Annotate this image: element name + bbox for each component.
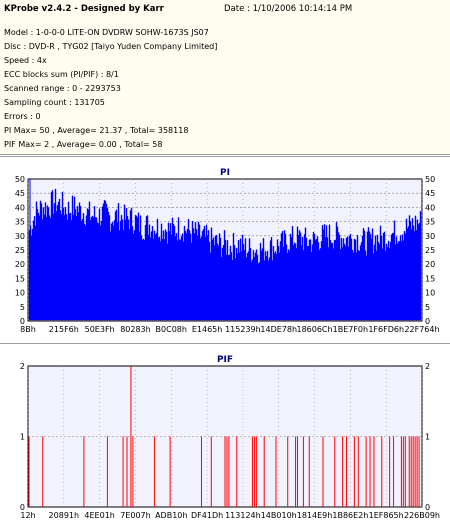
y-tick-label-left: 15 <box>15 274 25 283</box>
y-tick-label-right: 25 <box>425 246 435 255</box>
x-tick-label: 226B09h <box>404 511 440 520</box>
y-tick-label-right: 10 <box>425 289 435 298</box>
y-tick-label-right: 2 <box>425 362 430 371</box>
scan-date: Date : 1/10/2006 10:14:14 PM <box>224 4 353 14</box>
x-tick-label: 4EE01h <box>84 511 114 520</box>
x-tick-label: 80283h <box>120 325 151 334</box>
y-tick-label-left: 40 <box>15 203 25 212</box>
y-tick-label-left: 30 <box>15 232 25 241</box>
info-speed: Speed : 4x <box>4 56 47 65</box>
x-tick-label: 1F6FD6h <box>368 325 404 334</box>
info-model: Model : 1-0-0-0 LITE-ON DVDRW SOHW-1673S… <box>4 28 209 37</box>
info-sampling-count: Sampling count : 131705 <box>4 98 105 107</box>
pi-chart-panel: PI 0 0 5 5 10 10 15 15 20 20 25 25 30 30 35 35 40 40 45 45 50… <box>0 156 450 341</box>
x-tick-label: 1BE7F0h <box>333 325 368 334</box>
y-tick-label-right: 15 <box>425 274 435 283</box>
x-tick-label: 8Bh <box>20 325 36 334</box>
y-tick-label-right: 30 <box>425 232 435 241</box>
y-tick-label-right: 0 <box>425 317 430 326</box>
y-tick-label-left: 50 <box>15 175 25 184</box>
y-tick-label-left: 45 <box>15 189 25 198</box>
info-errors: Errors : 0 <box>4 112 41 121</box>
x-tick-label: E1465h <box>192 325 222 334</box>
y-tick-label-left: 20 <box>15 260 25 269</box>
x-tick-label: 20891h <box>49 511 80 520</box>
y-tick-label-left: 25 <box>15 246 25 255</box>
y-tick-label-right: 20 <box>425 260 435 269</box>
x-tick-label: 18606Ch <box>296 325 332 334</box>
x-tick-label: B0C08h <box>156 325 187 334</box>
y-tick-label-right: 50 <box>425 175 435 184</box>
y-tick-label-right: 40 <box>425 203 435 212</box>
x-tick-label: 50E3Fh <box>85 325 115 334</box>
y-tick-label-left: 2 <box>20 362 25 371</box>
info-pif-stats: PIF Max= 2 , Average= 0.00 , Total= 58 <box>4 140 163 149</box>
y-tick-label-right: 35 <box>425 218 435 227</box>
info-scanned-range: Scanned range : 0 - 2293753 <box>4 84 121 93</box>
pi-chart: PI 0 0 5 5 10 10 15 15 20 20 25 25 30 30 35 35 40 40 45 45 50… <box>15 168 440 334</box>
y-tick-label-right: 5 <box>425 303 430 312</box>
info-pi-stats: PI Max= 50 , Average= 21.37 , Total= 358… <box>4 126 189 135</box>
y-tick-label-left: 35 <box>15 218 25 227</box>
chart-title: PIF <box>217 355 233 365</box>
info-panel: KProbe v2.4.2 - Designed by Karr Date : … <box>0 0 450 155</box>
pif-chart: PIF 0 0 1 1 2 2 12h 20891h 4EE01h 7E007h ADB10h DF41… <box>20 355 440 520</box>
x-tick-label: 7E007h <box>120 511 150 520</box>
info-ecc-sum: ECC blocks sum (PI/PIF) : 8/1 <box>4 70 119 79</box>
x-tick-label: 115239h <box>225 325 261 334</box>
y-tick-label-left: 5 <box>20 303 25 312</box>
pif-chart-panel: PIF 0 0 1 1 2 2 12h 20891h 4EE01h 7E007h ADB10h DF41… <box>0 343 450 529</box>
y-tick-label-right: 0 <box>425 503 430 512</box>
pi-series-area <box>28 188 422 321</box>
app-title: KProbe v2.4.2 - Designed by Karr <box>4 4 164 14</box>
y-tick-label-right: 1 <box>425 433 430 442</box>
info-disc: Disc : DVD-R , TYG02 [Taiyo Yuden Compan… <box>4 42 218 51</box>
x-tick-label: 1B86E2h <box>332 511 368 520</box>
x-tick-label: 113124h <box>225 511 261 520</box>
x-tick-label: 215F6h <box>49 325 79 334</box>
x-tick-label: DF41Dh <box>191 511 223 520</box>
chart-title: PI <box>220 168 230 178</box>
y-tick-label-left: 0 <box>20 317 25 326</box>
x-tick-label: 14B010h <box>261 511 297 520</box>
x-tick-label: 22F764h <box>404 325 439 334</box>
x-tick-label: 12h <box>20 511 35 520</box>
y-tick-label-right: 45 <box>425 189 435 198</box>
y-tick-label-left: 10 <box>15 289 25 298</box>
x-tick-label: 1814E9h <box>297 511 333 520</box>
x-tick-label: ADB10h <box>155 511 187 520</box>
y-tick-label-left: 1 <box>20 433 25 442</box>
y-tick-label-left: 0 <box>20 503 25 512</box>
x-tick-label: 14DE78h <box>260 325 297 334</box>
x-tick-label: 1EF865h <box>369 511 404 520</box>
